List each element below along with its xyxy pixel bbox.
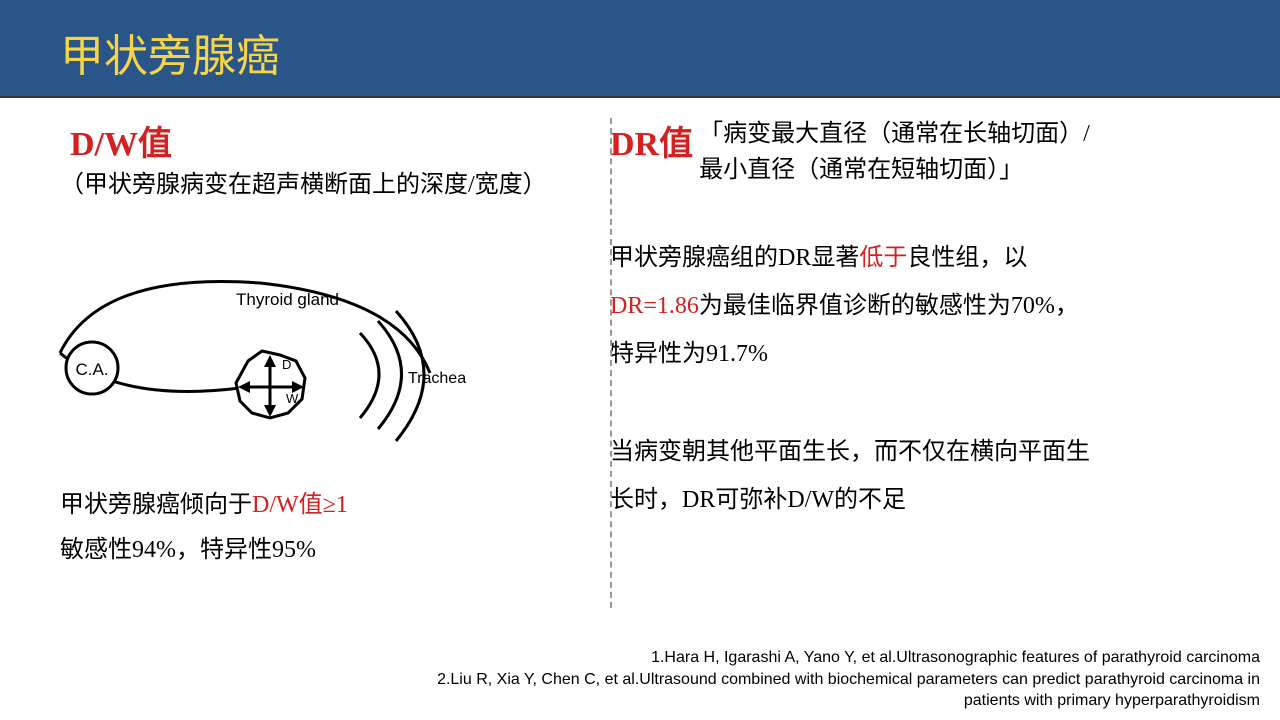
dr-paragraph-1: 甲状旁腺癌组的DR显著低于良性组，以 DR=1.86为最佳临界值诊断的敏感性为70… (610, 234, 1100, 378)
column-divider (610, 118, 612, 608)
slide-content: D/W值 （甲状旁腺病变在超声横断面上的深度/宽度） C.A. D (0, 98, 1280, 584)
dr-paragraph-2: 当病变朝其他平面生长，而不仅在横向平面生长时，DR可弥补D/W的不足 (610, 428, 1100, 524)
slide-header: 甲状旁腺癌 (0, 0, 1280, 98)
dr-p1-red2: DR=1.86 (610, 293, 699, 319)
ca-label: C.A. (75, 360, 108, 379)
dw-body-pre: 甲状旁腺癌倾向于 (60, 492, 252, 518)
thyroid-label: Thyroid gland (236, 290, 339, 309)
diagram-svg: C.A. D W Thyroid gland Trachea (30, 243, 480, 453)
dr-subheading: 「病变最大直径（通常在长轴切面）/最小直径（通常在短轴切面）」 (699, 116, 1100, 188)
reference-1: 1.Hara H, Igarashi A, Yano Y, et al.Ultr… (420, 647, 1260, 669)
right-column: DR值 「病变最大直径（通常在长轴切面）/最小直径（通常在短轴切面）」 甲状旁腺… (560, 116, 1100, 574)
dw-subheading: （甲状旁腺病变在超声横断面上的深度/宽度） (60, 169, 540, 203)
dr-head-row: DR值 「病变最大直径（通常在长轴切面）/最小直径（通常在短轴切面）」 (610, 116, 1100, 188)
thyroid-diagram: C.A. D W Thyroid gland Trachea (30, 243, 480, 453)
slide-title: 甲状旁腺癌 (60, 20, 1220, 84)
w-label: W (286, 391, 299, 406)
dr-p1-b: 良性组，以 (907, 245, 1027, 271)
dw-heading: D/W值 (70, 116, 540, 165)
dw-body-line2: 敏感性94%，特异性95% (60, 537, 316, 563)
trachea-label: Trachea (408, 370, 466, 387)
references: 1.Hara H, Igarashi A, Yano Y, et al.Ultr… (420, 647, 1260, 712)
dr-p1-a: 甲状旁腺癌组的DR显著 (610, 245, 859, 271)
dw-body-red: D/W值≥1 (252, 492, 348, 518)
left-column: D/W值 （甲状旁腺病变在超声横断面上的深度/宽度） C.A. D (60, 116, 560, 574)
dr-p1-red1: 低于 (859, 245, 907, 271)
dw-body-text: 甲状旁腺癌倾向于D/W值≥1 敏感性94%，特异性95% (60, 483, 540, 574)
dr-p1-c: 为最佳临界值诊断的敏感性为70%， (699, 293, 1079, 319)
d-label: D (282, 357, 291, 372)
dr-p1-d: 特异性为91.7% (610, 341, 768, 367)
dr-heading: DR值 (610, 116, 693, 165)
reference-2: 2.Liu R, Xia Y, Chen C, et al.Ultrasound… (420, 669, 1260, 712)
